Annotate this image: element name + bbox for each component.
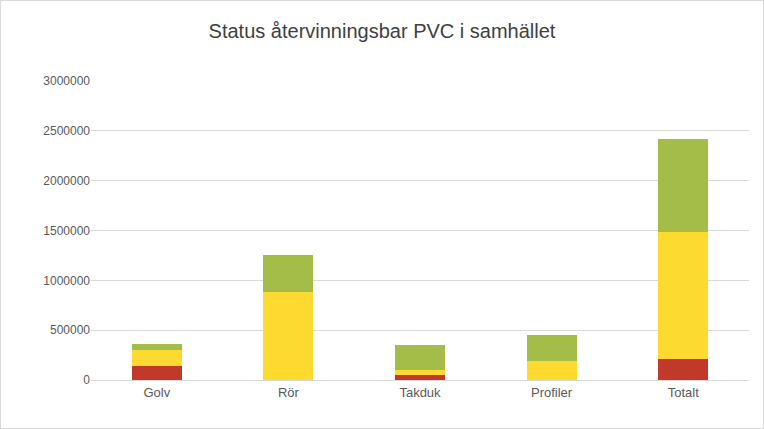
svg-text:2500000: 2500000: [43, 124, 90, 138]
svg-text:Takduk: Takduk: [399, 385, 441, 400]
svg-text:3000000: 3000000: [43, 74, 90, 88]
svg-text:2000000: 2000000: [43, 174, 90, 188]
svg-text:Totalt: Totalt: [668, 385, 699, 400]
svg-text:Golv: Golv: [143, 385, 170, 400]
svg-text:500000: 500000: [50, 323, 90, 337]
svg-text:Profiler: Profiler: [531, 385, 573, 400]
svg-text:Rör: Rör: [278, 385, 300, 400]
svg-text:1500000: 1500000: [43, 224, 90, 238]
svg-text:0: 0: [83, 373, 90, 387]
svg-text:Status återvinningsbar PVC i s: Status återvinningsbar PVC i samhället: [209, 20, 556, 42]
svg-text:1000000: 1000000: [43, 274, 90, 288]
